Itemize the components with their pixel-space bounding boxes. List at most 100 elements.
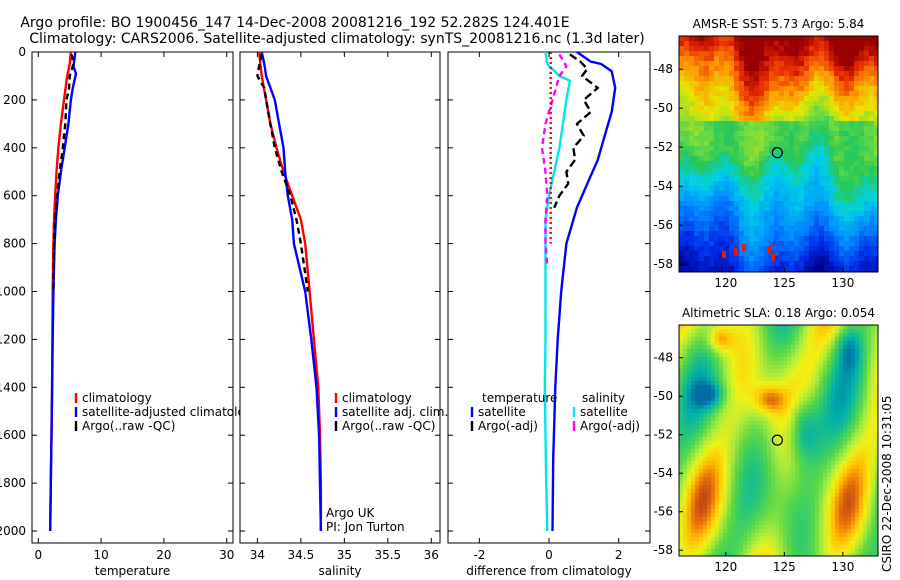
map-cell [767, 521, 772, 526]
map-cell [799, 361, 804, 366]
map-cell [827, 521, 832, 526]
map-cell [759, 361, 764, 366]
map-cell [859, 81, 865, 87]
map-cell [803, 549, 808, 554]
map-cell [851, 445, 856, 450]
map-cell [769, 76, 775, 82]
map-cell [727, 477, 732, 482]
map-cell [819, 241, 825, 247]
map-cell [763, 461, 768, 466]
map-cell [709, 171, 715, 177]
map-cell [724, 186, 730, 192]
map-cell [839, 405, 844, 410]
map-cell [874, 86, 879, 92]
map-cell [839, 221, 845, 227]
map-cell [864, 36, 870, 42]
map-cell [731, 473, 736, 478]
map-cell [799, 216, 805, 222]
map-cell [851, 489, 856, 494]
map-cell [823, 537, 828, 542]
map-cell [775, 365, 780, 370]
map-cell [784, 201, 790, 207]
map-cell [723, 481, 728, 486]
map-cell [699, 389, 704, 394]
map-cell [684, 116, 690, 122]
map-cell [679, 493, 684, 498]
map-cell [859, 96, 865, 102]
map-cell [795, 505, 800, 510]
map-cell [823, 529, 828, 534]
map-cell [844, 251, 850, 257]
map-cell [711, 349, 716, 354]
map-cell [751, 369, 756, 374]
map-cell [719, 421, 724, 426]
map-cell [859, 131, 865, 137]
map-cell [807, 473, 812, 478]
map-cell [775, 453, 780, 458]
map-cell [803, 493, 808, 498]
map-cell [843, 549, 848, 554]
map-cell [779, 91, 785, 97]
map-cell [751, 377, 756, 382]
map-cell [707, 433, 712, 438]
map-cell [699, 126, 705, 132]
map-cell [711, 405, 716, 410]
map-cell [875, 389, 879, 394]
map-cell [751, 381, 756, 386]
map-cell [803, 421, 808, 426]
map-cell [747, 469, 752, 474]
map-cell [679, 373, 684, 378]
map-cell [714, 96, 720, 102]
map-cell [739, 425, 744, 430]
map-cell [843, 365, 848, 370]
map-cell [689, 51, 695, 57]
map-cell [739, 216, 745, 222]
map-cell [827, 365, 832, 370]
map-cell [707, 337, 712, 342]
map-cell [849, 101, 855, 107]
map-cell [751, 417, 756, 422]
map-cell [704, 161, 710, 167]
map-cell [683, 497, 688, 502]
map-cell [847, 417, 852, 422]
map-cell [874, 81, 879, 87]
map-cell [683, 421, 688, 426]
map-cell [735, 457, 740, 462]
map-cell [744, 161, 750, 167]
map-cell [829, 66, 835, 72]
map-cell [699, 161, 705, 167]
map-cell [759, 161, 765, 167]
map-cell [867, 465, 872, 470]
map-cell [719, 545, 724, 550]
map-cell [731, 389, 736, 394]
map-cell [754, 266, 760, 272]
map-cell [691, 381, 696, 386]
map-cell [771, 433, 776, 438]
map-cell [784, 151, 790, 157]
map-cell [807, 381, 812, 386]
map-cell [823, 361, 828, 366]
map-cell [769, 251, 775, 257]
map-cell [754, 56, 760, 62]
map-cell [791, 445, 796, 450]
map-cell [747, 445, 752, 450]
map-cell [855, 517, 860, 522]
map-cell [831, 505, 836, 510]
map-cell [779, 126, 785, 132]
map-cell [784, 116, 790, 122]
map-cell [875, 469, 879, 474]
map-cell [871, 497, 876, 502]
map-cell [819, 91, 825, 97]
map-cell [679, 221, 685, 227]
map-cell [791, 353, 796, 358]
map-cell [763, 413, 768, 418]
map-cell [715, 381, 720, 386]
map-cell [831, 337, 836, 342]
map-cell [854, 86, 860, 92]
map-cell [799, 493, 804, 498]
map-cell [699, 236, 705, 242]
map-cell [839, 465, 844, 470]
map-cell [799, 525, 804, 530]
map-cell [724, 166, 730, 172]
